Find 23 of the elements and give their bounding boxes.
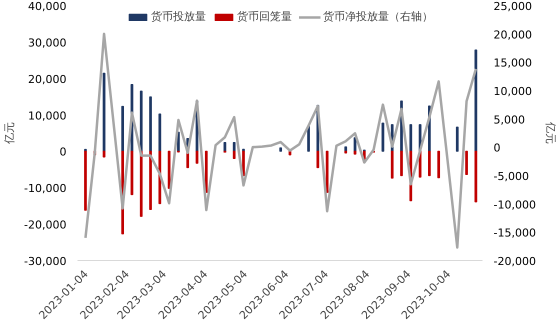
y-tick-label: 0 bbox=[60, 146, 66, 159]
y2-tick-label: 25,000 bbox=[494, 0, 532, 13]
y2-tick-label: -15,000 bbox=[494, 226, 536, 240]
y2-tick-label: 0 bbox=[494, 142, 500, 155]
y2-tick-label: 10,000 bbox=[494, 85, 532, 98]
y2-tick-label: -10,000 bbox=[494, 198, 536, 212]
y-axis-title: 亿元 bbox=[3, 122, 16, 145]
y2-tick-label: 20,000 bbox=[494, 28, 532, 42]
legend-label: 货币投放量 bbox=[151, 9, 206, 24]
y-tick-label: -20,000 bbox=[24, 218, 67, 232]
y2-tick-label: -20,000 bbox=[494, 255, 536, 268]
y-tick-label: -30,000 bbox=[24, 255, 67, 268]
y2-axis-title: 亿元 bbox=[544, 121, 557, 144]
y-tick-label: -10,000 bbox=[24, 182, 67, 196]
legend-label: 货币净投放量（右轴） bbox=[323, 9, 433, 24]
y-tick-label: 10,000 bbox=[28, 109, 67, 122]
y2-tick-label: 5,000 bbox=[494, 113, 525, 126]
y-tick-label: 30,000 bbox=[28, 36, 67, 50]
y-tick-label: 20,000 bbox=[28, 72, 67, 86]
y-tick-label: 40,000 bbox=[28, 0, 67, 13]
y2-tick-label: -5,000 bbox=[494, 170, 529, 183]
legend-label: 货币回笼量 bbox=[237, 9, 292, 24]
y2-tick-label: 15,000 bbox=[494, 56, 532, 70]
